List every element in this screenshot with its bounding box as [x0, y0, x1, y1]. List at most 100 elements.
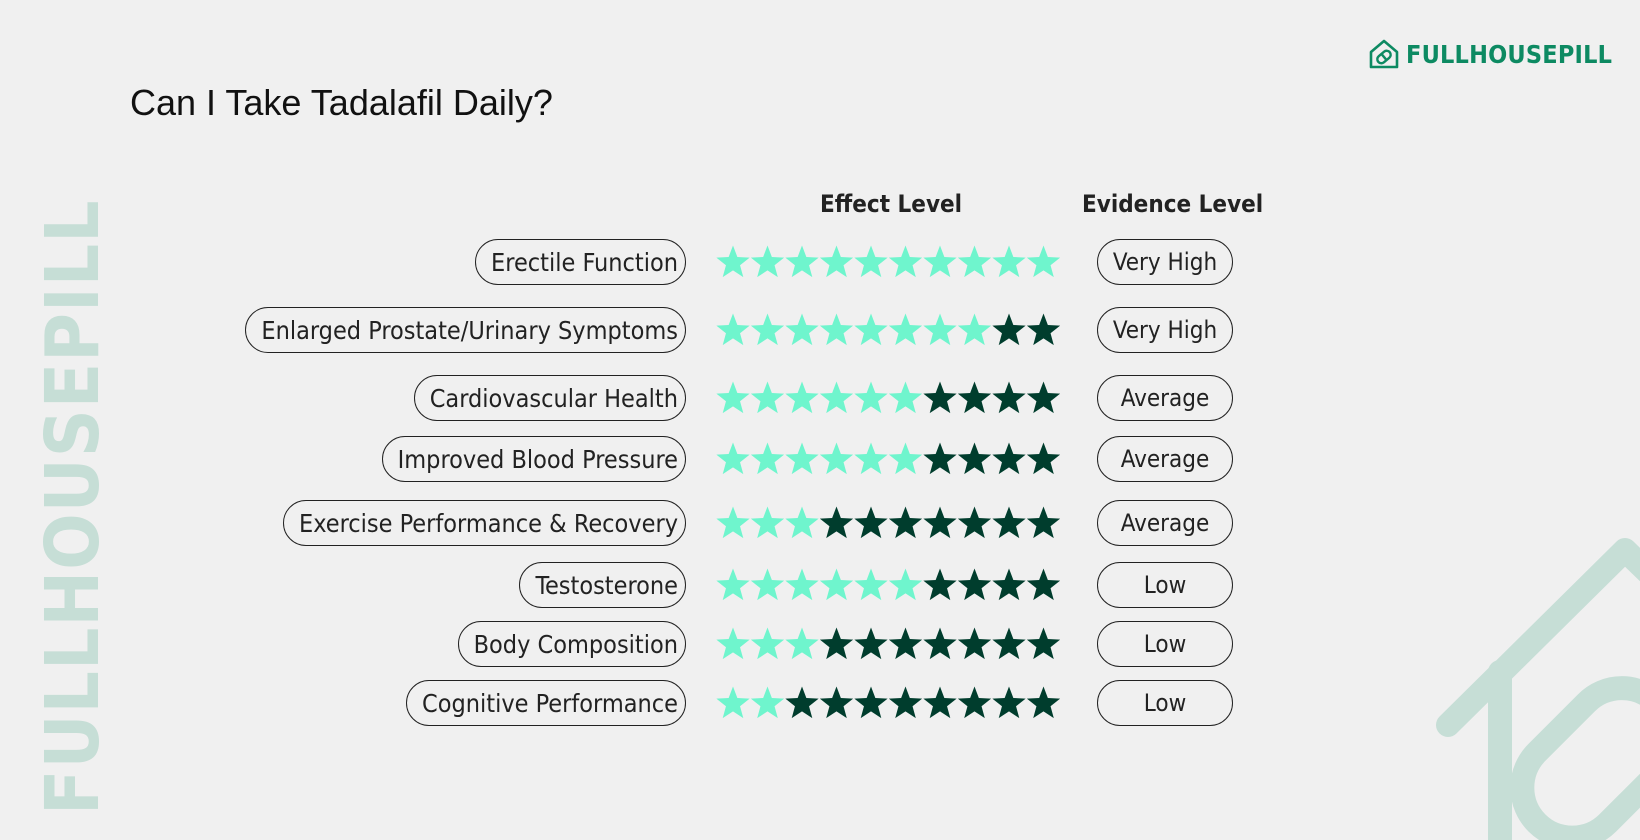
star-empty-icon — [923, 381, 957, 414]
row-cognitive-performance: Cognitive Performance Low — [0, 680, 1300, 728]
star-filled-icon — [716, 627, 750, 660]
star-empty-icon — [957, 627, 992, 660]
star-empty-icon — [854, 627, 888, 660]
star-filled-icon — [785, 313, 819, 346]
row-cardiovascular-health: Cardiovascular Health Average — [0, 375, 1300, 423]
star-empty-icon — [1026, 313, 1061, 346]
effect-stars — [716, 568, 1061, 601]
star-empty-icon — [888, 506, 923, 539]
benefit-label: Enlarged Prostate/Urinary Symptoms — [245, 307, 686, 353]
star-filled-icon — [992, 245, 1026, 278]
star-filled-icon — [750, 686, 785, 719]
star-empty-icon — [888, 686, 923, 719]
effect-stars — [716, 313, 1061, 346]
star-filled-icon — [785, 245, 819, 278]
evidence-badge: Very High — [1097, 239, 1233, 285]
evidence-badge: Average — [1097, 500, 1233, 546]
star-filled-icon — [1026, 245, 1061, 278]
star-filled-icon — [957, 313, 992, 346]
star-filled-icon — [854, 381, 888, 414]
star-filled-icon — [785, 506, 819, 539]
star-empty-icon — [819, 627, 854, 660]
star-filled-icon — [750, 381, 785, 414]
star-empty-icon — [1026, 506, 1061, 539]
star-filled-icon — [854, 442, 888, 475]
star-filled-icon — [716, 245, 750, 278]
star-empty-icon — [957, 442, 992, 475]
star-filled-icon — [888, 245, 923, 278]
row-enlarged-prostate: Enlarged Prostate/Urinary Symptoms Very … — [0, 307, 1300, 355]
star-filled-icon — [888, 381, 923, 414]
row-body-composition: Body Composition Low — [0, 621, 1300, 669]
star-empty-icon — [957, 381, 992, 414]
star-filled-icon — [785, 442, 819, 475]
star-filled-icon — [819, 381, 854, 414]
star-filled-icon — [819, 245, 854, 278]
star-filled-icon — [854, 313, 888, 346]
evidence-badge: Low — [1097, 621, 1233, 667]
star-filled-icon — [716, 506, 750, 539]
effect-stars — [716, 245, 1061, 278]
house-pill-icon — [1369, 39, 1399, 69]
star-empty-icon — [888, 627, 923, 660]
star-filled-icon — [923, 245, 957, 278]
star-filled-icon — [716, 381, 750, 414]
benefit-label: Body Composition — [457, 621, 686, 667]
evidence-badge: Low — [1097, 562, 1233, 608]
effect-stars — [716, 686, 1061, 719]
star-empty-icon — [923, 568, 957, 601]
evidence-badge: Very High — [1097, 307, 1233, 353]
evidence-badge: Average — [1097, 436, 1233, 482]
star-empty-icon — [923, 506, 957, 539]
evidence-badge: Low — [1097, 680, 1233, 726]
star-empty-icon — [992, 313, 1026, 346]
brand-name: FULLHOUSEPILL — [1406, 39, 1613, 69]
star-filled-icon — [923, 313, 957, 346]
star-filled-icon — [750, 442, 785, 475]
effect-stars — [716, 442, 1061, 475]
star-empty-icon — [992, 381, 1026, 414]
star-empty-icon — [957, 568, 992, 601]
benefit-label: Cognitive Performance — [406, 680, 686, 726]
benefit-label: Testosterone — [519, 562, 686, 608]
star-filled-icon — [750, 313, 785, 346]
benefit-label: Cardiovascular Health — [413, 375, 686, 421]
star-empty-icon — [957, 686, 992, 719]
star-filled-icon — [957, 245, 992, 278]
star-empty-icon — [854, 506, 888, 539]
page-title: Can I Take Tadalafil Daily? — [130, 82, 553, 123]
star-empty-icon — [854, 686, 888, 719]
star-empty-icon — [992, 568, 1026, 601]
star-filled-icon — [716, 686, 750, 719]
star-empty-icon — [1026, 381, 1061, 414]
star-filled-icon — [750, 568, 785, 601]
star-filled-icon — [819, 568, 854, 601]
effect-stars — [716, 381, 1061, 414]
row-blood-pressure: Improved Blood Pressure Average — [0, 436, 1300, 484]
benefit-label: Erectile Function — [475, 239, 686, 285]
star-filled-icon — [785, 568, 819, 601]
star-empty-icon — [1026, 568, 1061, 601]
star-filled-icon — [854, 245, 888, 278]
star-filled-icon — [716, 568, 750, 601]
star-filled-icon — [750, 627, 785, 660]
house-pill-decoration — [1436, 538, 1640, 840]
star-filled-icon — [750, 506, 785, 539]
star-empty-icon — [992, 506, 1026, 539]
effect-stars — [716, 506, 1061, 539]
effect-level-header: Effect Level — [820, 190, 963, 218]
star-filled-icon — [888, 568, 923, 601]
star-empty-icon — [923, 442, 957, 475]
star-empty-icon — [1026, 442, 1061, 475]
star-empty-icon — [785, 686, 819, 719]
star-filled-icon — [888, 313, 923, 346]
benefit-label: Improved Blood Pressure — [381, 436, 686, 482]
evidence-level-header: Evidence Level — [1082, 190, 1264, 218]
star-filled-icon — [750, 245, 785, 278]
benefit-label: Exercise Performance & Recovery — [283, 500, 686, 546]
row-erectile-function: Erectile Function Very High — [0, 239, 1300, 287]
star-filled-icon — [819, 442, 854, 475]
star-filled-icon — [888, 442, 923, 475]
effect-stars — [716, 627, 1061, 660]
star-empty-icon — [923, 627, 957, 660]
